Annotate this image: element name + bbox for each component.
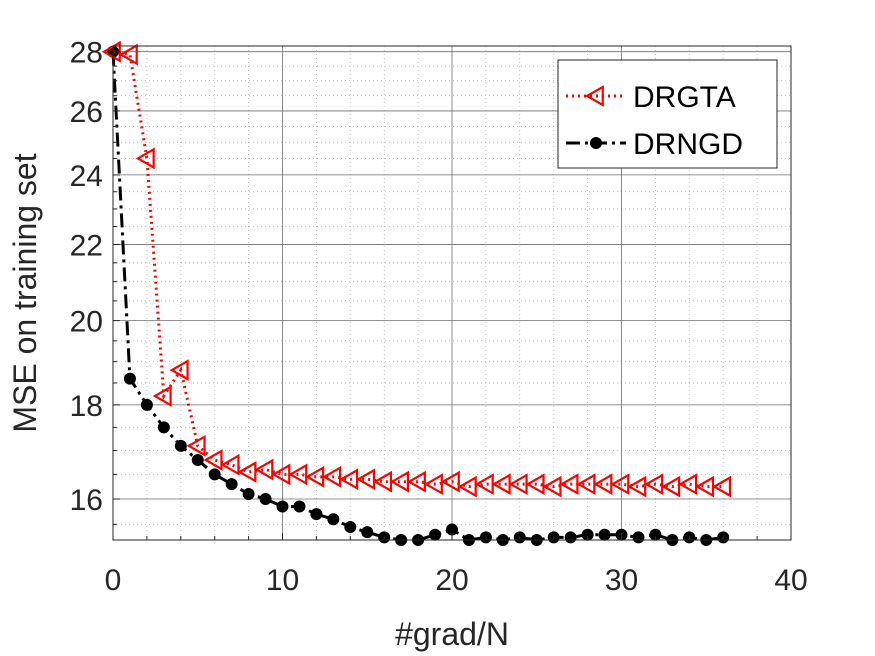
data-point-drgta	[322, 465, 342, 488]
data-point-drgta	[644, 473, 664, 496]
series-drgta	[101, 40, 732, 498]
legend-entry-drgta: DRGTA	[566, 81, 736, 114]
data-point-drgta	[423, 473, 443, 496]
legend-box	[557, 59, 778, 169]
x-tick-label: 10	[266, 564, 299, 597]
y-tick-label: 26	[70, 96, 103, 129]
legend: DRGTA DRNGD	[557, 59, 778, 169]
data-point-drgta	[457, 475, 477, 498]
x-tick-labels: 0 10 20 30 40	[105, 564, 808, 597]
data-point-drgta	[406, 470, 426, 493]
legend-entry-drngd: DRNGD	[566, 128, 743, 161]
data-point-drngd	[310, 508, 323, 521]
data-point-drngd	[191, 454, 204, 467]
data-point-drgta	[237, 461, 257, 483]
y-axis-title: MSE on training set	[7, 153, 43, 432]
data-point-drgta	[542, 475, 562, 498]
x-tick-label: 0	[105, 564, 122, 597]
data-point-drngd	[123, 372, 136, 385]
data-point-drgta	[118, 43, 138, 66]
data-point-drgta	[254, 458, 274, 481]
data-point-drgta	[356, 468, 376, 491]
data-point-drngd	[140, 398, 153, 411]
data-point-drngd	[242, 488, 255, 501]
data-point-drngd	[361, 526, 374, 539]
data-point-drgta	[203, 449, 223, 471]
data-point-drgta	[440, 470, 460, 493]
data-point-drgta	[610, 473, 630, 496]
data-point-drgta	[186, 434, 206, 457]
data-point-drgta	[711, 475, 732, 498]
y-tick-label: 22	[70, 229, 103, 262]
data-point-drgta	[627, 475, 647, 498]
data-point-drngd	[564, 531, 577, 544]
data-point-drngd	[259, 493, 272, 506]
data-point-drngd	[174, 439, 187, 452]
y-tick-label: 28	[70, 37, 103, 70]
axis-ticks	[112, 51, 792, 540]
data-point-drgta	[288, 463, 308, 486]
data-point-drgta	[678, 473, 698, 496]
series-layer	[101, 40, 732, 546]
legend-label: DRGTA	[633, 81, 736, 114]
data-point-drngd	[225, 478, 238, 491]
data-point-drngd	[344, 520, 357, 533]
data-point-drgta	[661, 475, 681, 498]
data-point-drngd	[157, 421, 170, 434]
legend-label: DRNGD	[633, 128, 743, 161]
data-point-drngd	[208, 468, 221, 481]
legend-marker	[590, 137, 602, 149]
data-point-drgta	[525, 473, 545, 496]
x-tick-label: 20	[435, 564, 468, 597]
data-point-drngd	[429, 528, 442, 541]
y-tick-label: 16	[70, 484, 103, 517]
data-point-drgta	[135, 147, 155, 170]
data-point-drngd	[293, 500, 306, 513]
x-tick-label: 30	[605, 564, 638, 597]
data-point-drgta	[169, 359, 189, 381]
legend-marker	[584, 85, 604, 107]
data-point-drgta	[220, 453, 240, 476]
data-point-drngd	[276, 500, 289, 513]
data-point-drngd	[632, 531, 645, 544]
y-tick-label: 18	[70, 390, 103, 423]
data-point-drgta	[152, 385, 172, 407]
x-tick-label: 40	[774, 564, 807, 597]
x-axis-title: #grad/N	[395, 616, 509, 652]
y-tick-label: 20	[70, 306, 103, 339]
y-tick-label: 24	[70, 160, 103, 193]
data-point-drngd	[327, 513, 340, 526]
y-tick-labels: 16 18 20 22 24 26 28	[70, 37, 103, 517]
data-point-drngd	[598, 528, 611, 541]
